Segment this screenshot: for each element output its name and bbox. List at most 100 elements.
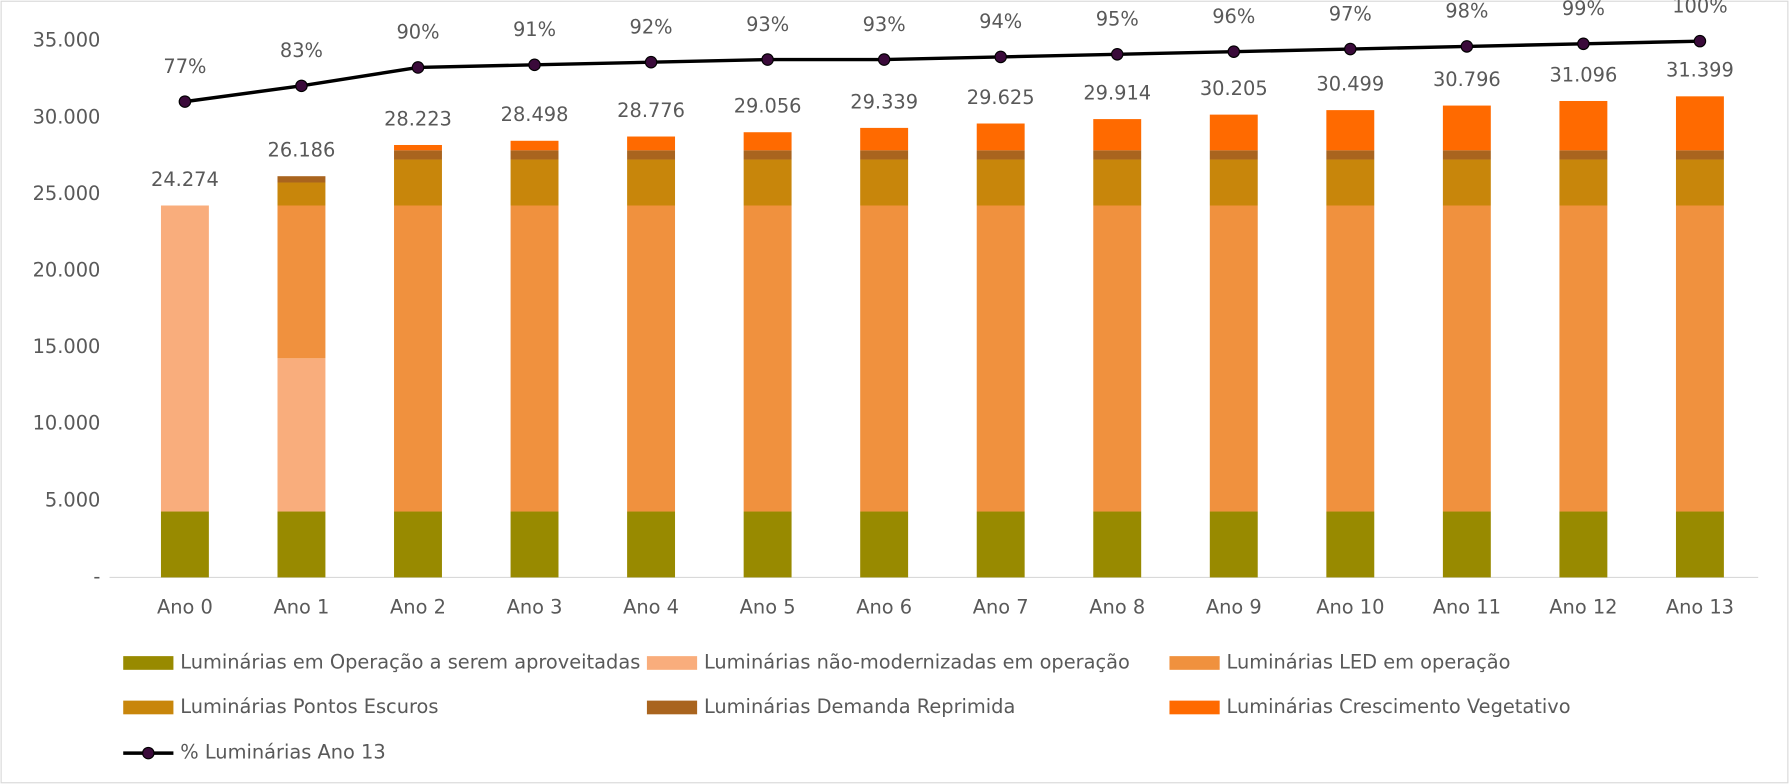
bar-segment: [160, 205, 209, 512]
total-label: 30.796: [1433, 68, 1501, 91]
bar-segment: [1326, 110, 1375, 151]
legend-swatch: [123, 700, 174, 715]
line-marker: [1344, 42, 1357, 56]
y-tick-label: 10.000: [33, 412, 101, 435]
bar-segment: [1442, 159, 1491, 206]
bar-segment: [1559, 159, 1608, 206]
pct-label: 99%: [1562, 0, 1605, 20]
bar-segment: [1093, 159, 1142, 206]
bar-segment: [510, 205, 559, 512]
y-tick-label: -: [93, 565, 100, 588]
legend-label: Luminárias Crescimento Vegetativo: [1227, 695, 1571, 718]
bar-segment: [1675, 96, 1724, 151]
y-tick-label: 30.000: [33, 105, 101, 128]
bar-segment: [510, 140, 559, 151]
bar-segment: [1093, 205, 1142, 512]
line-series: [184, 39, 1700, 104]
line-marker: [994, 50, 1007, 64]
total-label: 24.274: [151, 168, 219, 191]
line-marker: [411, 61, 425, 74]
legend-swatch: [123, 656, 174, 670]
bar-segment: [1559, 100, 1608, 151]
pct-label: 83%: [280, 39, 323, 62]
bar-segment: [976, 150, 1025, 160]
bar-segment: [976, 205, 1025, 512]
pct-label: 95%: [1096, 8, 1139, 31]
bar-segment: [1559, 511, 1608, 578]
line-marker: [877, 53, 891, 66]
bar-segment: [976, 123, 1025, 151]
x-tick-label: Ano 11: [1433, 596, 1501, 619]
line-marker: [528, 58, 541, 72]
pct-label: 93%: [863, 13, 906, 36]
legend-label: Luminárias Pontos Escuros: [180, 695, 438, 718]
bar-segment: [860, 150, 909, 160]
total-label: 28.498: [501, 103, 569, 126]
bar-segment: [743, 132, 792, 151]
bar-segment: [1675, 159, 1724, 206]
pct-label: 100%: [1672, 0, 1727, 17]
bar-segment: [743, 511, 792, 578]
x-tick-label: Ano 2: [390, 596, 446, 619]
pct-label: 77%: [163, 55, 206, 78]
x-tick-label: Ano 8: [1089, 596, 1145, 619]
line-marker: [1227, 45, 1241, 58]
bar-segment: [976, 511, 1025, 578]
legend-swatch: [646, 700, 698, 715]
x-tick-label: Ano 4: [623, 596, 679, 619]
x-tick-label: Ano 9: [1206, 596, 1262, 619]
total-label: 26.186: [268, 139, 336, 162]
y-tick-label: 35.000: [33, 29, 101, 52]
total-label: 28.223: [384, 107, 452, 130]
legend-label: Luminárias em Operação a serem aproveita…: [180, 650, 640, 673]
bar-segment: [1675, 150, 1724, 160]
y-tick-label: 5.000: [45, 488, 100, 511]
line-marker: [1693, 34, 1707, 48]
line-marker: [1110, 48, 1124, 61]
bar-segment: [277, 182, 326, 206]
bar-segment: [1093, 511, 1142, 578]
bar-segment: [1209, 205, 1258, 512]
x-tick-label: Ano 10: [1316, 596, 1384, 619]
bar-segment: [976, 159, 1025, 206]
bar-segment: [1559, 150, 1608, 160]
bar-segment: [1442, 205, 1491, 512]
bar-segment: [510, 150, 559, 160]
bar-segment: [1559, 205, 1608, 512]
pct-label: 97%: [1329, 2, 1372, 25]
bar-segment: [860, 159, 909, 206]
legend-label: Luminárias LED em operação: [1227, 650, 1511, 673]
bar-segment: [1209, 114, 1258, 151]
total-label: 29.914: [1083, 81, 1151, 104]
bar-segment: [1442, 511, 1491, 578]
bar-segment: [627, 205, 676, 512]
y-tick-label: 25.000: [33, 182, 101, 205]
line-marker: [761, 53, 774, 66]
x-tick-label: Ano 1: [274, 596, 330, 619]
bar-segment: [1442, 105, 1491, 151]
bar-segment: [1326, 511, 1375, 578]
bar-segment: [1675, 205, 1724, 512]
bar-segment: [1442, 150, 1491, 160]
bar-segment: [1093, 119, 1142, 151]
x-tick-label: Ano 6: [856, 596, 912, 619]
total-label: 29.625: [967, 86, 1035, 109]
bar-segment: [1675, 511, 1724, 578]
total-label: 31.096: [1549, 63, 1617, 86]
bar-segment: [860, 205, 909, 512]
bar-segment: [627, 159, 676, 206]
pct-label: 92%: [630, 15, 673, 38]
bar-segment: [860, 511, 909, 578]
bar-segment: [627, 150, 676, 160]
bar-segment: [510, 511, 559, 578]
x-tick-label: Ano 7: [973, 596, 1029, 619]
bar-segment: [277, 358, 326, 512]
bar-segment: [1209, 511, 1258, 578]
bar-segment: [394, 159, 442, 206]
line-marker: [1460, 40, 1474, 53]
bar-segment: [394, 144, 442, 151]
legend-label: % Luminárias Ano 13: [180, 741, 385, 764]
bar-segment: [160, 511, 209, 578]
legend-label: Luminárias não-modernizadas em operação: [704, 650, 1130, 673]
